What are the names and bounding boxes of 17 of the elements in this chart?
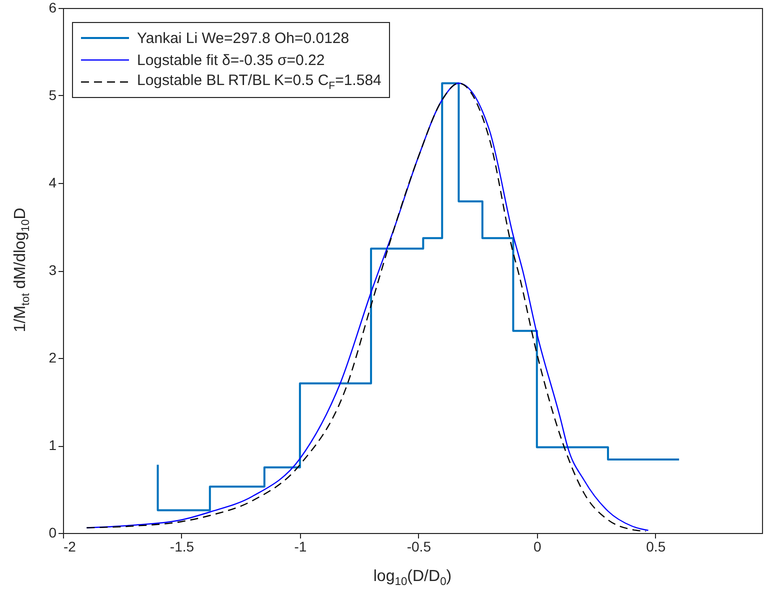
x-tick-label: -1.5	[170, 538, 194, 554]
y-tick-label: 4	[48, 174, 57, 190]
x-tick-label: 0.5	[646, 538, 666, 554]
y-tick-label: 5	[48, 87, 57, 103]
legend-label: Logstable BL RT/BL K=0.5 C$_{F}$=1.584	[137, 72, 382, 92]
x-axis-title: log$_{10}$(D/D$_{0}$)	[372, 568, 453, 588]
y-tick-label: 0	[48, 524, 57, 540]
legend-label: Yankai Li We=297.8 Oh=0.0128	[137, 30, 350, 46]
y-tick-label: 2	[48, 350, 57, 366]
x-tick-label: -0.5	[406, 538, 432, 554]
y-tick-label: 1	[48, 437, 57, 453]
y-tick-label: 6	[48, 0, 57, 16]
legend-label: Logstable fit δ=-0.35 σ=0.22	[137, 52, 325, 68]
x-tick-label: -2	[64, 538, 76, 554]
x-tick-label: 0	[534, 538, 542, 554]
y-tick-label: 3	[48, 262, 57, 278]
x-tick-label: -1	[294, 538, 307, 554]
